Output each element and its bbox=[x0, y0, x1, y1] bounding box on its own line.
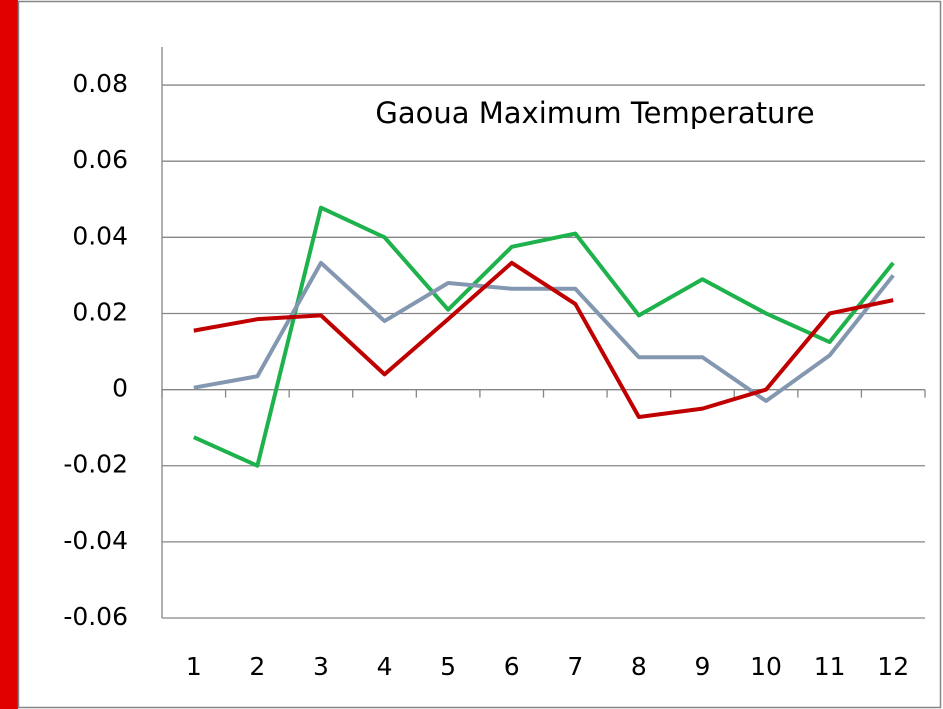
x-tick-label: 4 bbox=[377, 652, 393, 681]
x-tick-label: 5 bbox=[440, 652, 456, 681]
x-tick-label: 2 bbox=[249, 652, 265, 681]
x-tick-label: 9 bbox=[695, 652, 711, 681]
y-tick-label: -0.04 bbox=[63, 526, 128, 555]
series-line bbox=[193, 260, 894, 420]
y-tick-label: 0.02 bbox=[72, 297, 128, 326]
y-tick-label: 0.04 bbox=[72, 221, 128, 250]
y-tick-label: 0 bbox=[112, 374, 128, 403]
x-tick-label: 7 bbox=[567, 652, 583, 681]
x-tick-label: 6 bbox=[504, 652, 520, 681]
y-tick-label: -0.06 bbox=[63, 602, 128, 631]
series-line bbox=[193, 260, 895, 404]
y-tick-label: 0.08 bbox=[72, 69, 128, 98]
x-tick-label: 11 bbox=[814, 652, 846, 681]
side-bar bbox=[0, 0, 18, 709]
x-tick-label: 3 bbox=[313, 652, 329, 681]
x-tick-label: 12 bbox=[877, 652, 909, 681]
x-tick-label: 8 bbox=[631, 652, 647, 681]
x-tick-label: 1 bbox=[186, 652, 202, 681]
chart-title: Gaoua Maximum Temperature bbox=[375, 96, 814, 130]
chart-frame bbox=[17, 0, 942, 709]
series-line bbox=[192, 205, 895, 468]
x-tick-label: 10 bbox=[750, 652, 782, 681]
y-tick-label: 0.06 bbox=[72, 145, 128, 174]
y-tick-label: -0.02 bbox=[63, 450, 128, 479]
